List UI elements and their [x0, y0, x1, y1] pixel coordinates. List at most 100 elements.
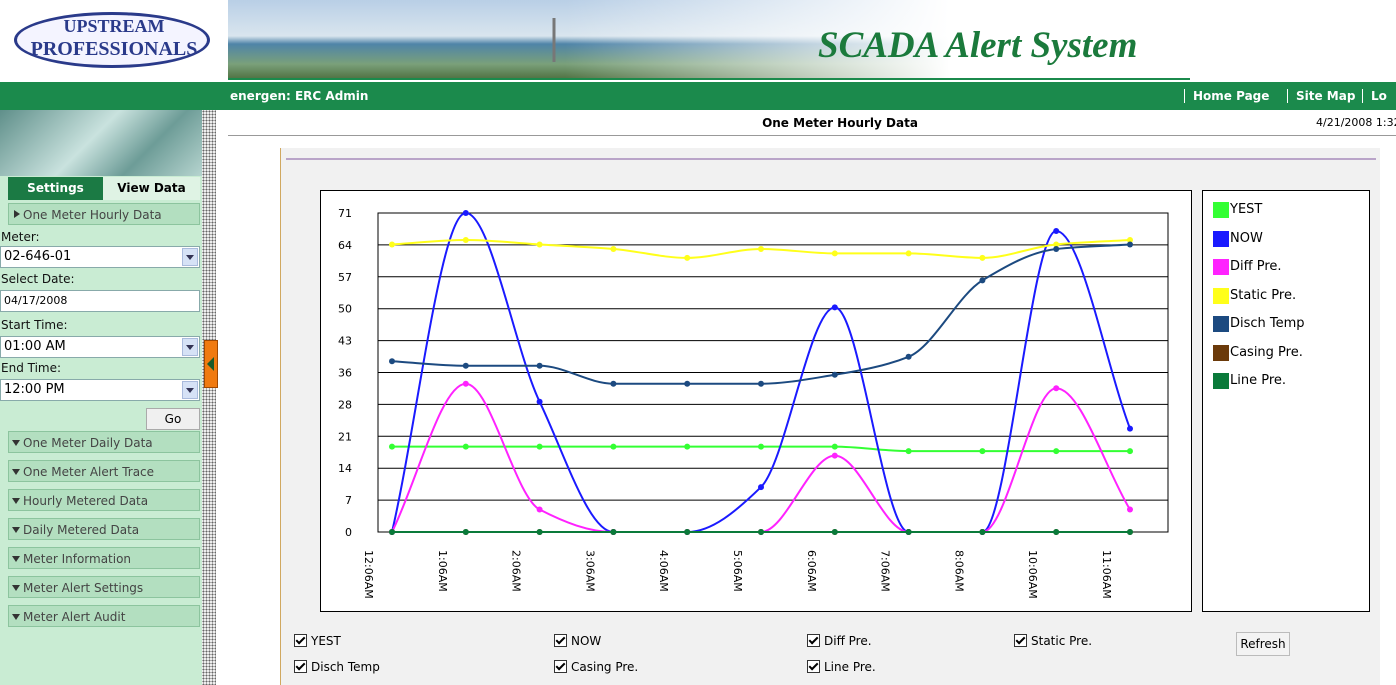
nav-link[interactable]: Home Page [1184, 89, 1269, 103]
legend-swatch [1213, 202, 1229, 218]
field-label: End Time: [1, 361, 61, 375]
data-point [684, 255, 690, 261]
checkbox[interactable] [294, 660, 307, 673]
series-checkbox[interactable]: Line Pre. [807, 660, 876, 674]
user-label: energen: ERC Admin [230, 89, 368, 103]
x-tick-label: 5:06AM [731, 550, 744, 592]
field-label: Start Time: [1, 318, 68, 332]
series-checkbox[interactable]: Disch Temp [294, 660, 380, 674]
y-tick-label: 50 [338, 303, 352, 316]
checkbox-label: Line Pre. [824, 660, 876, 674]
data-point [537, 507, 543, 513]
field-value: 04/17/2008 [4, 294, 67, 307]
menu-arrow [12, 585, 20, 591]
checkbox[interactable] [1014, 634, 1027, 647]
checkbox[interactable] [807, 634, 820, 647]
menu-item[interactable]: Hourly Metered Data [8, 489, 200, 511]
refresh-button[interactable]: Refresh [1236, 632, 1290, 656]
sidebar-image [0, 110, 202, 176]
section-header[interactable]: One Meter Hourly Data [8, 203, 200, 225]
x-tick-label: 10:06AM [1026, 550, 1039, 599]
data-point [758, 381, 764, 387]
select[interactable]: 01:00 AM [0, 336, 200, 358]
series-checkbox[interactable]: Static Pre. [1014, 634, 1092, 648]
data-point [463, 529, 469, 535]
legend-label: Line Pre. [1230, 373, 1286, 388]
data-point [832, 372, 838, 378]
checkbox[interactable] [807, 660, 820, 673]
y-tick-label: 7 [345, 494, 352, 507]
tab[interactable]: View Data [103, 177, 200, 200]
series-checkbox[interactable]: Casing Pre. [554, 660, 638, 674]
data-point [832, 444, 838, 450]
series-checkbox[interactable]: YEST [294, 634, 341, 648]
menu-item[interactable]: Daily Metered Data [8, 518, 200, 540]
data-point [1053, 385, 1059, 391]
menu-arrow [12, 556, 20, 562]
menu-item[interactable]: Meter Alert Audit [8, 605, 200, 627]
data-point [1053, 246, 1059, 252]
data-point [463, 237, 469, 243]
data-point [389, 444, 395, 450]
tab[interactable]: Settings [8, 177, 103, 200]
series-checkbox[interactable]: Diff Pre. [807, 634, 872, 648]
data-point [389, 358, 395, 364]
legend-label: YEST [1230, 202, 1262, 217]
go-button[interactable]: Go [146, 408, 200, 430]
legend-label: Static Pre. [1230, 288, 1296, 303]
x-tick-label: 11:06AM [1100, 550, 1113, 599]
collapse-toggle[interactable] [204, 340, 218, 388]
field-label: Meter: [1, 230, 40, 244]
app-title: SCADA Alert System [818, 24, 1137, 67]
data-point [979, 529, 985, 535]
data-point [979, 448, 985, 454]
menu-text: One Meter Daily Data [23, 436, 153, 450]
date-input[interactable]: 04/17/2008 [0, 290, 200, 312]
page: UPSTREAM PROFESSIONALS SCADA Alert Syste… [0, 0, 1396, 685]
nav-link[interactable]: Lo [1362, 89, 1396, 103]
data-point [1127, 448, 1133, 454]
timestamp: 4/21/2008 1:32 [1316, 116, 1396, 129]
x-tick-label: 8:06AM [952, 550, 965, 592]
field-value: 12:00 PM [4, 382, 65, 397]
data-point [1053, 228, 1059, 234]
data-point [684, 529, 690, 535]
data-point [1127, 241, 1133, 247]
y-tick-label: 43 [338, 335, 352, 348]
menu-item[interactable]: One Meter Daily Data [8, 431, 200, 453]
data-point [906, 354, 912, 360]
legend [1202, 190, 1370, 612]
data-point [537, 444, 543, 450]
logo[interactable]: UPSTREAM PROFESSIONALS [0, 0, 228, 80]
data-point [1053, 529, 1059, 535]
checkbox-label: YEST [311, 634, 341, 648]
data-point [758, 444, 764, 450]
checkbox-label: Disch Temp [311, 660, 380, 674]
x-tick-label: 3:06AM [583, 550, 596, 592]
select[interactable]: 12:00 PM [0, 379, 200, 401]
menu-item[interactable]: Meter Information [8, 547, 200, 569]
x-tick-label: 12:06AM [362, 550, 375, 599]
field-value: 01:00 AM [4, 339, 66, 354]
data-point [684, 381, 690, 387]
y-tick-label: 28 [338, 398, 352, 411]
menu-item[interactable]: One Meter Alert Trace [8, 460, 200, 482]
menu-arrow [12, 527, 20, 533]
dropdown-arrow[interactable] [182, 248, 198, 266]
data-point [463, 381, 469, 387]
nav-link[interactable]: Site Map [1287, 89, 1355, 103]
checkbox[interactable] [294, 634, 307, 647]
select[interactable]: 02-646-01 [0, 246, 200, 268]
checkbox[interactable] [554, 660, 567, 673]
dropdown-arrow[interactable] [182, 338, 198, 356]
checkbox[interactable] [554, 634, 567, 647]
y-tick-label: 36 [338, 367, 352, 380]
menu-item[interactable]: Meter Alert Settings [8, 576, 200, 598]
dropdown-arrow[interactable] [182, 381, 198, 399]
logo-text: UPSTREAM [0, 16, 228, 37]
legend-swatch [1213, 345, 1229, 361]
menu-text: Meter Alert Audit [23, 610, 125, 624]
legend-label: NOW [1230, 231, 1263, 246]
series-checkbox[interactable]: NOW [554, 634, 601, 648]
